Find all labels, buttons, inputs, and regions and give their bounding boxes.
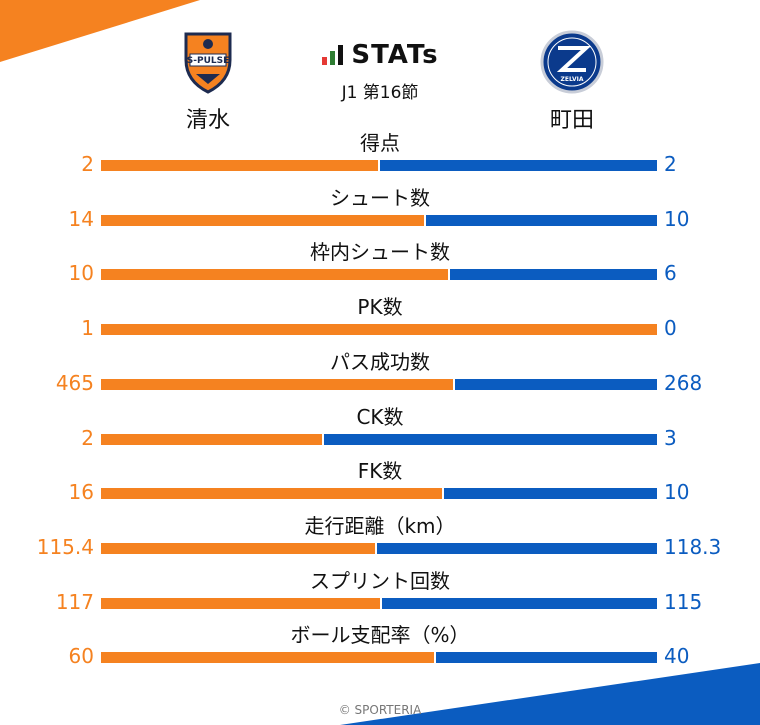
stat-bar bbox=[101, 214, 657, 226]
away-team: ZELVIA 町田 bbox=[512, 30, 632, 134]
away-value: 3 bbox=[664, 425, 677, 450]
home-value: 2 bbox=[81, 152, 94, 176]
bar-divider bbox=[380, 597, 383, 609]
away-value: 40 bbox=[664, 644, 690, 669]
stats-title-label: STATs bbox=[351, 40, 439, 70]
away-value: 118.3 bbox=[664, 534, 722, 559]
away-value: 6 bbox=[664, 261, 677, 286]
stat-row: PK数 1 0 bbox=[0, 294, 760, 348]
home-value: 10 bbox=[68, 261, 94, 286]
home-bar bbox=[101, 652, 435, 664]
stat-bar bbox=[101, 269, 657, 281]
stat-label: 走行距離（km） bbox=[304, 513, 456, 538]
stat-label: PK数 bbox=[357, 295, 403, 320]
away-team-name: 町田 bbox=[549, 108, 594, 133]
home-bar bbox=[101, 214, 426, 226]
stat-label: 枠内シュート数 bbox=[310, 240, 450, 265]
stats-title: STATs bbox=[321, 40, 438, 70]
home-bar bbox=[101, 160, 379, 171]
stat-label: CK数 bbox=[356, 404, 404, 429]
stat-label: ボール支配率（%） bbox=[290, 623, 470, 648]
stat-row: FK数 16 10 bbox=[0, 458, 760, 512]
home-value: 16 bbox=[68, 480, 94, 505]
away-crest-icon: ZELVIA bbox=[540, 30, 604, 94]
bar-chart-icon bbox=[322, 45, 344, 65]
stat-label: 得点 bbox=[360, 131, 400, 155]
home-team-name: 清水 bbox=[185, 108, 230, 133]
home-value: 117 bbox=[55, 589, 94, 614]
stat-bar bbox=[101, 597, 657, 609]
stat-row: CK数 2 3 bbox=[0, 404, 760, 458]
away-value: 10 bbox=[664, 480, 690, 505]
home-team: S-PULSE 清水 bbox=[148, 30, 268, 134]
bar-divider bbox=[447, 269, 450, 281]
bar-divider bbox=[378, 160, 380, 171]
away-value: 10 bbox=[664, 206, 690, 231]
stat-bar bbox=[101, 488, 657, 500]
svg-text:ZELVIA: ZELVIA bbox=[561, 76, 584, 83]
home-bar bbox=[101, 378, 454, 390]
bar-divider bbox=[374, 542, 377, 554]
home-bar bbox=[101, 433, 324, 445]
stat-bar bbox=[101, 324, 657, 336]
round-label: J1 第16節 bbox=[341, 83, 419, 103]
home-crest-icon: S-PULSE bbox=[184, 32, 232, 94]
home-value: 2 bbox=[81, 425, 94, 450]
bar-divider bbox=[433, 652, 436, 664]
bar-divider bbox=[452, 378, 455, 390]
stat-row: 走行距離（km） 115.4 118.3 bbox=[0, 513, 760, 567]
stat-row: パス成功数 465 268 bbox=[0, 349, 760, 403]
home-bar bbox=[101, 324, 657, 336]
stats-header: STATs J1 第16節 bbox=[280, 40, 480, 103]
bar-divider bbox=[442, 488, 445, 500]
bar-divider bbox=[424, 214, 427, 226]
stat-row: 枠内シュート数 10 6 bbox=[0, 239, 760, 293]
home-bar bbox=[101, 488, 444, 500]
home-bar bbox=[101, 597, 382, 609]
stat-bar bbox=[101, 542, 657, 554]
stat-bar bbox=[101, 652, 657, 664]
stat-label: FK数 bbox=[357, 459, 403, 484]
home-value: 115.4 bbox=[36, 534, 94, 559]
away-value: 2 bbox=[664, 152, 677, 176]
bar-divider bbox=[322, 433, 325, 445]
svg-text:S-PULSE: S-PULSE bbox=[187, 56, 230, 66]
stat-label: スプリント回数 bbox=[310, 568, 450, 593]
away-value: 268 bbox=[664, 370, 703, 395]
stat-label: パス成功数 bbox=[330, 349, 430, 374]
stat-row: 得点 2 2 bbox=[0, 130, 760, 184]
stat-row: シュート数 14 10 bbox=[0, 185, 760, 239]
copyright: © SPORTERIA bbox=[338, 703, 422, 717]
corner-decoration-bottom-right bbox=[340, 663, 760, 725]
stat-row: ボール支配率（%） 60 40 bbox=[0, 622, 760, 676]
away-value: 0 bbox=[664, 316, 677, 341]
home-value: 1 bbox=[81, 316, 94, 341]
stat-bar bbox=[101, 160, 657, 171]
home-value: 60 bbox=[68, 644, 94, 669]
home-value: 465 bbox=[55, 370, 94, 395]
home-bar bbox=[101, 269, 449, 281]
corner-decoration-top-left bbox=[0, 0, 200, 62]
home-bar bbox=[101, 542, 376, 554]
away-value: 115 bbox=[664, 589, 703, 614]
stat-bar bbox=[101, 433, 657, 445]
home-value: 14 bbox=[68, 206, 94, 231]
stat-row: スプリント回数 117 115 bbox=[0, 568, 760, 622]
stat-label: シュート数 bbox=[330, 185, 430, 210]
stat-bar bbox=[101, 378, 657, 390]
